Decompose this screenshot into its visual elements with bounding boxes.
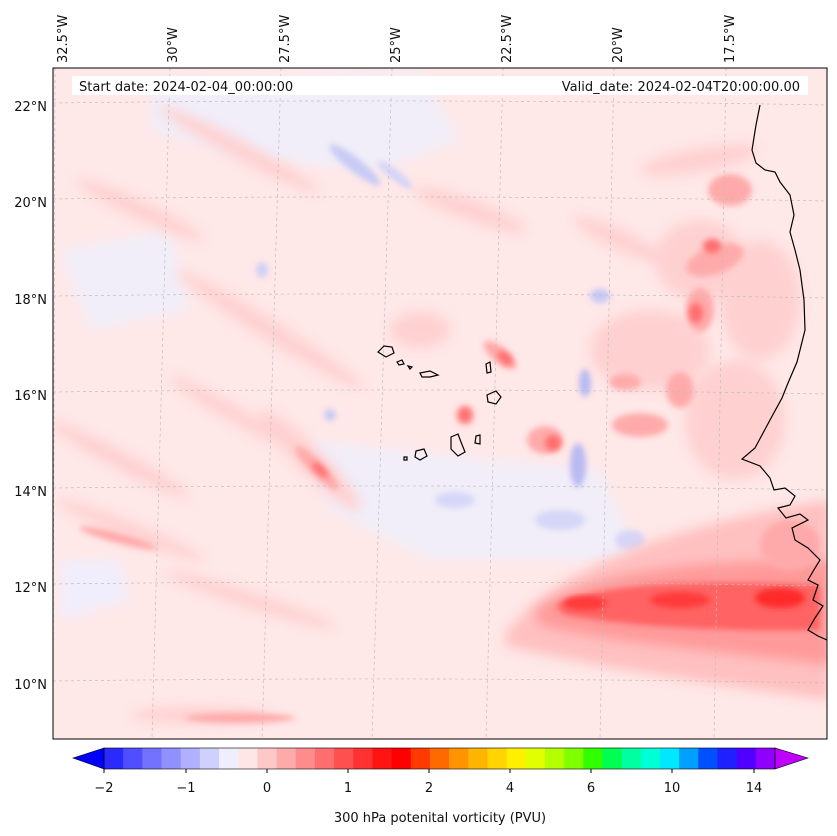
colorbar-cell [238, 748, 258, 769]
island-sal [485, 361, 492, 374]
colorbar-cell [199, 748, 220, 769]
colorbar-cell [602, 748, 623, 769]
island-santa-luzia [406, 365, 414, 370]
island-santo-antao [377, 345, 395, 358]
pv-high-spots [312, 239, 721, 478]
lat-label: 10°N [14, 678, 47, 693]
lon-label: 27.5°W [278, 15, 293, 63]
lon-label: 30°W [166, 27, 181, 63]
colorbar-cell [161, 748, 182, 769]
colorbar-cell [564, 748, 584, 769]
colorbar-cell [621, 748, 642, 769]
colorbar-label: 300 hPa potenital vorticity (PVU) [334, 811, 546, 826]
colorbar-cell [449, 748, 469, 769]
colorbar-cell [583, 748, 603, 769]
colorbar-cell [410, 748, 431, 769]
colorbar-cell [640, 748, 661, 769]
colorbar-cell [544, 748, 565, 769]
lat-label: 22°N [14, 100, 47, 115]
colorbar: −2 −1 0 1 2 4 6 10 14 300 hPa potenital … [72, 747, 809, 826]
lon-label: 20°W [611, 27, 626, 63]
lon-label: 22.5°W [500, 15, 515, 63]
colorbar-cell [257, 748, 278, 769]
colorbar-cells [104, 748, 776, 769]
lat-label: 14°N [14, 485, 47, 500]
latitude-labels: 22°N 20°N 18°N 16°N 14°N 12°N 10°N [14, 100, 47, 693]
island-maio [474, 434, 481, 445]
coastlines [377, 104, 827, 641]
lon-label: 25°W [389, 27, 404, 63]
island-boa-vista [486, 390, 502, 405]
colorbar-cell [679, 748, 699, 769]
africa-coastline [740, 104, 827, 641]
colorbar-cell [334, 748, 354, 769]
colorbar-cell [698, 748, 718, 769]
colorbar-cell [295, 748, 316, 769]
cb-tick-label: 1 [344, 781, 352, 796]
cb-tick-label: 10 [664, 781, 681, 796]
colorbar-cell [755, 748, 776, 769]
valid-date-label: Valid_date: 2024-02-04T20:00:00.00 [562, 80, 800, 95]
island-brava [403, 456, 408, 461]
colorbar-cell [429, 748, 450, 769]
pv-southern-jet-band [505, 500, 827, 700]
island-fogo [414, 448, 428, 461]
colorbar-max-extension [774, 747, 809, 770]
map-frame [52, 67, 828, 740]
colorbar-cell [104, 748, 124, 769]
cb-tick-label: 4 [506, 781, 514, 796]
lat-label: 16°N [14, 389, 47, 404]
island-sao-vicente [396, 359, 405, 366]
map-panel[interactable] [45, 68, 830, 739]
lon-label: 32.5°W [56, 15, 71, 63]
blue-streaks [256, 144, 645, 550]
colorbar-cell [659, 748, 680, 769]
longitude-labels: 32.5°W 30°W 27.5°W 25°W 22.5°W 20°W 17.5… [56, 15, 738, 63]
date-header: Start date: 2024-02-04_00:00:00 Valid_da… [72, 76, 808, 95]
cb-tick-label: 0 [263, 781, 271, 796]
colorbar-tick-labels: −2 −1 0 1 2 4 6 10 14 [94, 781, 762, 796]
date-header-box [72, 76, 808, 95]
colorbar-cell [372, 748, 393, 769]
cb-tick-label: 2 [425, 781, 433, 796]
colorbar-cell [525, 748, 546, 769]
start-date-label: Start date: 2024-02-04_00:00:00 [79, 80, 293, 95]
colorbar-cell [276, 748, 297, 769]
colorbar-cell [717, 748, 738, 769]
colorbar-cell [487, 748, 508, 769]
cb-tick-label: 6 [587, 781, 595, 796]
colorbar-cell [219, 748, 239, 769]
cb-tick-label: −2 [94, 781, 113, 796]
colorbar-cell [142, 748, 163, 769]
colorbar-ticks [103, 769, 755, 773]
colorbar-cell [180, 748, 201, 769]
lat-label: 12°N [14, 581, 47, 596]
colorbar-min-extension [72, 747, 105, 770]
cb-tick-label: −1 [176, 781, 195, 796]
cb-tick-label: 14 [746, 781, 763, 796]
lat-label: 18°N [14, 293, 47, 308]
colorbar-cell [391, 748, 412, 769]
colorbar-cell [736, 748, 757, 769]
island-sao-nicolau [419, 370, 440, 378]
colorbar-cell [314, 748, 335, 769]
lat-label: 20°N [14, 196, 47, 211]
colorbar-outline [103, 747, 776, 770]
colorbar-cell [353, 748, 373, 769]
island-santiago [450, 433, 466, 457]
colorbar-cell [468, 748, 488, 769]
lon-label: 17.5°W [723, 15, 738, 63]
colorbar-cell [123, 748, 143, 769]
colorbar-cell [506, 748, 527, 769]
